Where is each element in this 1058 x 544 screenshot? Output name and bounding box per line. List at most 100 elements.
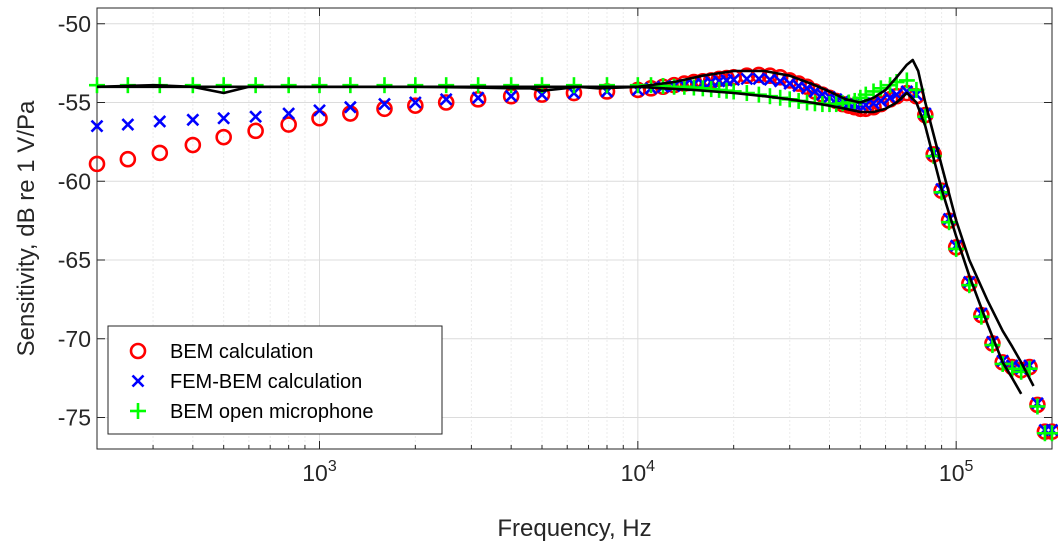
circle-marker	[88, 155, 106, 173]
y-axis-label: Sensitivity, dB re 1 V/Pa	[13, 100, 40, 356]
x-marker-stroke	[773, 74, 787, 88]
plus-marker	[184, 77, 201, 94]
plus-marker	[1029, 398, 1046, 415]
circle-marker	[184, 136, 202, 154]
plus-marker	[898, 72, 915, 89]
circle-marker	[437, 94, 455, 111]
x-marker-stroke	[783, 77, 797, 91]
x-marker	[439, 92, 453, 106]
circle-marker	[280, 116, 297, 133]
x-marker	[121, 118, 135, 131]
tick-labels: -75 -70 -65 -60 -55 -50 103 104 105	[58, 11, 974, 486]
x-marker-stroke	[859, 98, 873, 112]
circle-marker	[129, 342, 147, 360]
series-3	[97, 85, 1023, 395]
x-marker	[773, 74, 787, 88]
plus-marker	[280, 77, 297, 94]
x-marker-stroke	[874, 94, 888, 108]
series-4	[96, 58, 1035, 387]
plus-marker	[89, 77, 105, 94]
circle-marker	[215, 128, 232, 146]
series-line	[96, 58, 1035, 387]
series-line	[97, 85, 1023, 395]
x-marker	[217, 111, 231, 125]
plus-marker	[376, 77, 393, 94]
plot-frame	[96, 7, 1053, 450]
x-marker	[249, 110, 263, 124]
plus-marker	[1044, 425, 1058, 442]
x-marker	[313, 103, 326, 117]
x-marker	[883, 91, 897, 105]
circle-marker	[119, 150, 137, 168]
x-marker	[740, 72, 754, 86]
legend-item: FEM-BEM calculation	[131, 371, 362, 393]
y-tick-label: -75	[58, 405, 91, 431]
x-marker	[763, 73, 777, 87]
circle-marker	[790, 75, 807, 92]
legend-label: BEM open microphone	[170, 401, 373, 423]
x-marker-stroke	[439, 92, 453, 106]
x-marker	[153, 114, 167, 128]
x-marker-stroke	[90, 119, 104, 133]
x-marker-stroke	[249, 110, 263, 124]
x-marker-stroke	[890, 88, 904, 102]
x-marker-stroke	[740, 72, 754, 86]
x-marker-stroke	[504, 89, 518, 103]
x-marker	[131, 374, 145, 388]
circle-marker	[151, 144, 169, 162]
x-marker	[90, 119, 104, 133]
x-axis-label: Frequency, Hz	[497, 515, 651, 542]
legend-label: BEM calculation	[170, 341, 313, 363]
circle-marker	[376, 100, 393, 118]
x-tick-label: 103	[302, 458, 337, 486]
x-marker-stroke	[471, 91, 485, 105]
x-marker-stroke	[752, 72, 766, 86]
x-marker-stroke	[763, 73, 777, 87]
x-marker	[378, 97, 391, 111]
x-marker-stroke	[217, 111, 231, 125]
plus-marker	[470, 77, 487, 94]
plus-marker	[247, 77, 264, 94]
legend-box	[107, 325, 443, 435]
x-marker-stroke	[131, 374, 145, 388]
legend-item: BEM calculation	[129, 341, 313, 363]
plus-marker	[503, 77, 520, 94]
x-marker-stroke	[186, 113, 200, 127]
x-marker	[727, 73, 741, 87]
circle-marker	[407, 97, 424, 114]
x-marker-stroke	[378, 97, 391, 111]
plus-marker	[917, 108, 934, 125]
plus-marker	[438, 77, 455, 94]
x-marker-stroke	[153, 114, 167, 128]
x-marker	[408, 96, 422, 109]
circle-marker	[247, 122, 264, 140]
legend-item: BEM open microphone	[130, 401, 373, 423]
legend-label: FEM-BEM calculation	[170, 371, 362, 393]
plus-marker	[215, 77, 232, 94]
x-marker	[752, 72, 766, 86]
x-marker-stroke	[282, 107, 296, 120]
plus-marker	[598, 77, 615, 94]
x-marker	[343, 100, 357, 114]
plus-marker	[342, 77, 359, 94]
x-tick-label: 105	[939, 458, 974, 486]
y-tick-label: -60	[58, 168, 91, 194]
x-marker-stroke	[408, 96, 422, 109]
x-tick-label: 104	[621, 458, 656, 486]
x-marker	[783, 77, 797, 91]
x-marker	[186, 113, 200, 127]
x-marker	[282, 107, 296, 120]
x-marker-stroke	[883, 91, 897, 105]
axes	[96, 7, 1053, 450]
x-marker-stroke	[727, 73, 741, 87]
plus-marker	[311, 77, 328, 94]
circle-marker	[738, 67, 756, 85]
y-tick-label: -70	[58, 326, 91, 352]
plus-marker	[407, 77, 424, 94]
series	[88, 58, 1058, 442]
plus-marker	[961, 277, 978, 294]
plus-marker	[565, 77, 582, 94]
y-tick-label: -65	[58, 247, 91, 273]
x-marker	[504, 89, 518, 103]
